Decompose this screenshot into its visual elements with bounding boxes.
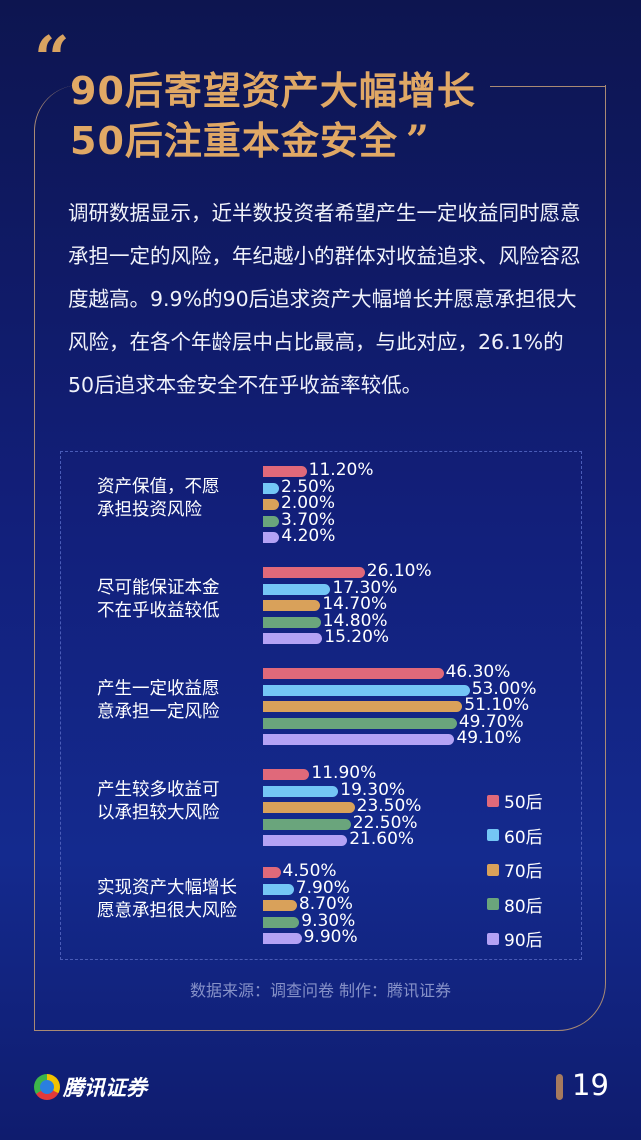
value-label: 4.20% xyxy=(281,526,336,546)
brand-logo: 腾讯证券 xyxy=(34,1072,147,1102)
value-label: 19.30% xyxy=(340,779,406,800)
content-frame xyxy=(34,85,606,1031)
value-label: 14.80% xyxy=(322,610,388,631)
value-label: 49.70% xyxy=(458,711,524,732)
legend-swatch-icon xyxy=(487,932,499,945)
bar xyxy=(263,769,310,780)
legend-swatch-icon xyxy=(487,863,499,876)
value-label: 21.60% xyxy=(349,829,415,849)
bar xyxy=(263,883,294,895)
value-label: 23.50% xyxy=(356,796,422,816)
bar xyxy=(263,900,297,911)
value-label: 9.30% xyxy=(301,910,356,931)
bar xyxy=(263,633,323,644)
bar xyxy=(263,466,307,477)
bar xyxy=(263,600,321,611)
legend-label: 60后 xyxy=(504,827,543,848)
bar xyxy=(263,583,331,595)
category-label: 资产保值，不愿 承担投资风险 xyxy=(97,477,220,520)
legend-label: 50后 xyxy=(504,793,543,813)
value-label: 14.70% xyxy=(322,594,388,614)
page-number: 19 xyxy=(572,1068,609,1102)
bar-chart: 50后 60后 70后 80后 90后 资产保值，不愿 承担投资风险 11.20% 2.50%… xyxy=(60,451,582,960)
legend-label: 70后 xyxy=(504,862,543,882)
value-label: 11.90% xyxy=(311,763,377,783)
title-line-2: 50后注重本金安全” xyxy=(70,117,430,164)
value-label: 8.70% xyxy=(298,894,353,914)
value-label: 7.90% xyxy=(295,877,350,898)
legend-swatch-icon xyxy=(487,829,499,841)
value-label: 11.20% xyxy=(308,460,374,480)
bar xyxy=(263,532,280,543)
summary-paragraph: 调研数据显示，近半数投资者希望产生一定收益同时愿意承担一定的风险，年纪越小的群体… xyxy=(68,201,581,397)
value-label: 3.70% xyxy=(281,509,336,530)
value-label: 53.00% xyxy=(471,678,537,699)
legend-item: 70后 xyxy=(487,857,543,882)
title-line-1: 90后寄望资产大幅增长 xyxy=(70,69,476,113)
legend-item: 80后 xyxy=(487,892,543,917)
bar xyxy=(263,867,281,878)
value-label: 46.30% xyxy=(445,662,511,682)
page-title: 90后寄望资产大幅增长 50后注重本金安全” xyxy=(70,66,476,166)
value-label: 17.30% xyxy=(332,577,398,598)
legend-item: 50后 xyxy=(487,788,543,813)
bar xyxy=(263,802,355,813)
value-label: 15.20% xyxy=(324,627,390,647)
category-label: 实现资产大幅增长 愿意承担很大风险 xyxy=(97,878,237,921)
tencent-logo-icon xyxy=(34,1074,60,1100)
legend-item: 90后 xyxy=(487,926,543,951)
quote-close-icon: ” xyxy=(405,117,430,164)
bar xyxy=(263,567,365,578)
value-label: 2.00% xyxy=(281,493,336,513)
bar xyxy=(263,515,279,527)
bar xyxy=(263,482,279,494)
value-label: 4.50% xyxy=(282,861,337,881)
bar xyxy=(263,668,444,679)
value-label: 26.10% xyxy=(366,561,432,581)
category-label: 产生一定收益愿 意承担一定风险 xyxy=(97,679,220,722)
brand-name: 腾讯证券 xyxy=(63,1076,147,1100)
value-label: 22.50% xyxy=(352,812,418,833)
data-source: 数据来源：调查问卷 制作：腾讯证券 xyxy=(189,981,452,1000)
bar xyxy=(263,717,457,729)
bar xyxy=(263,684,470,696)
bar xyxy=(263,734,455,745)
bar xyxy=(263,701,463,712)
legend-swatch-icon xyxy=(487,898,499,910)
bar xyxy=(263,616,321,628)
legend-swatch-icon xyxy=(487,794,499,807)
legend-item: 60后 xyxy=(487,823,543,848)
category-label: 产生较多收益可 以承担较大风险 xyxy=(97,780,220,823)
bar xyxy=(263,933,302,944)
page-marker-icon xyxy=(556,1074,563,1100)
category-label: 尽可能保证本金 不在乎收益较低 xyxy=(97,578,220,621)
bar xyxy=(263,818,351,830)
quote-open-icon: “ xyxy=(34,22,70,95)
value-label: 9.90% xyxy=(303,927,358,947)
frame-top-line xyxy=(490,86,606,87)
legend-label: 80后 xyxy=(504,896,543,917)
value-label: 2.50% xyxy=(281,476,336,497)
legend-label: 90后 xyxy=(504,931,543,951)
bar xyxy=(263,499,279,510)
value-label: 51.10% xyxy=(464,695,530,715)
bar xyxy=(263,835,348,846)
value-label: 49.10% xyxy=(456,728,522,748)
bar xyxy=(263,916,300,928)
bar xyxy=(263,785,339,797)
